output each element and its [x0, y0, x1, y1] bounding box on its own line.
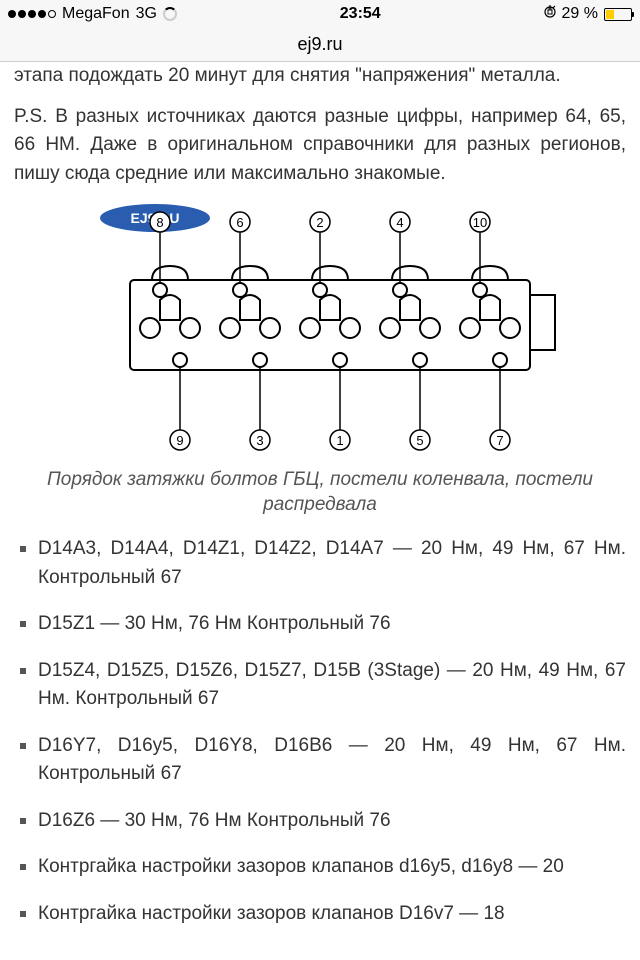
status-right: 29 % — [544, 5, 632, 24]
signal-dot — [8, 10, 16, 18]
spec-item: D15Z4, D15Z5, D15Z6, D15Z7, D15B (3Stage… — [38, 657, 626, 714]
carrier-label: MegaFon — [62, 5, 130, 23]
torque-specs-list: D14A3, D14A4, D14Z1, D14Z2, D14A7 — 20 Н… — [14, 535, 626, 928]
safari-address-bar[interactable]: ej9.ru — [0, 28, 640, 62]
svg-text:1: 1 — [336, 433, 343, 448]
svg-text:2: 2 — [316, 215, 323, 230]
page-content: этапа подождать 20 минут для снятия "нап… — [0, 62, 640, 928]
spec-item: D16Y7, D16y5, D16Y8, D16B6 — 20 Нм, 49 Н… — [38, 732, 626, 789]
spec-item: Контргайка настройки зазоров клапанов D1… — [38, 900, 626, 929]
intro-paragraph-1: этапа подождать 20 минут для снятия "нап… — [14, 62, 626, 91]
spec-item: D15Z1 — 30 Нм, 76 Нм Контрольный 76 — [38, 610, 626, 639]
signal-dot-empty — [48, 10, 56, 18]
status-left: MegaFon 3G — [8, 5, 177, 23]
svg-text:3: 3 — [256, 433, 263, 448]
signal-dot — [28, 10, 36, 18]
signal-dot — [38, 10, 46, 18]
svg-text:4: 4 — [396, 215, 403, 230]
spec-item: Контргайка настройки зазоров клапанов d1… — [38, 853, 626, 882]
svg-text:6: 6 — [236, 215, 243, 230]
cylinder-head-diagram: EJ9 RU 862410 93157 — [70, 200, 570, 460]
torque-diagram: EJ9 RU 862410 93157 — [14, 200, 626, 460]
intro-paragraph-2: P.S. В разных источниках даются разные ц… — [14, 103, 626, 189]
network-label: 3G — [136, 5, 157, 23]
address-url: ej9.ru — [297, 34, 342, 55]
ios-status-bar: MegaFon 3G 23:54 29 % — [0, 0, 640, 28]
svg-text:9: 9 — [176, 433, 183, 448]
battery-pct-label: 29 % — [562, 5, 598, 23]
svg-text:10: 10 — [473, 215, 487, 230]
loading-spinner-icon — [163, 7, 177, 21]
spec-item: D14A3, D14A4, D14Z1, D14Z2, D14A7 — 20 Н… — [38, 535, 626, 592]
signal-dot — [18, 10, 26, 18]
svg-text:5: 5 — [416, 433, 423, 448]
orientation-lock-icon — [544, 5, 556, 24]
svg-text:8: 8 — [156, 215, 163, 230]
signal-dots — [8, 10, 56, 18]
battery-icon — [604, 8, 632, 21]
diagram-caption: Порядок затяжки болтов ГБЦ, постели коле… — [34, 468, 606, 517]
status-time: 23:54 — [340, 5, 381, 23]
svg-text:7: 7 — [496, 433, 503, 448]
spec-item: D16Z6 — 30 Нм, 76 Нм Контрольный 76 — [38, 807, 626, 836]
head-outline — [130, 266, 555, 370]
